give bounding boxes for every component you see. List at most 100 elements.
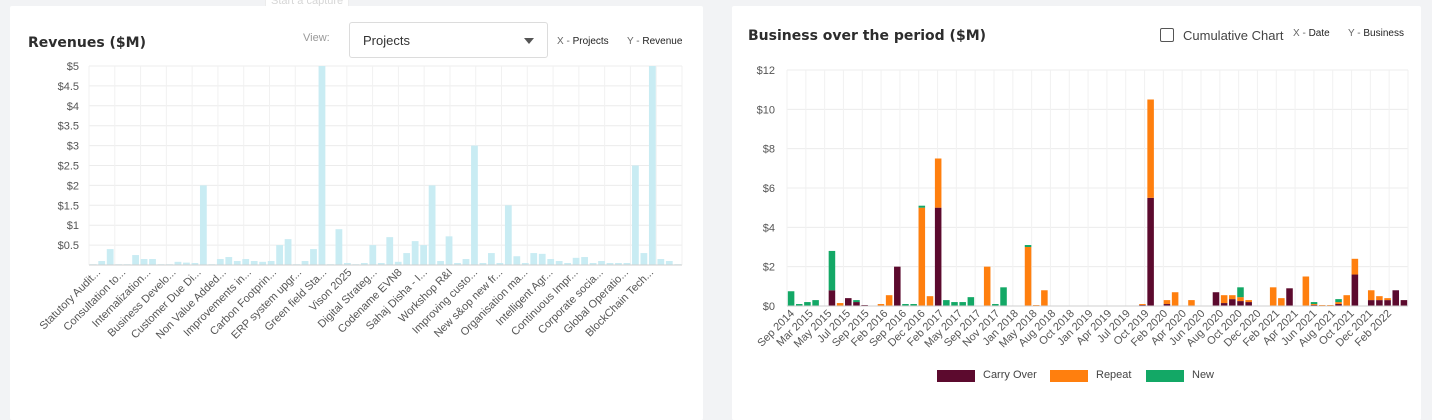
bar-segment[interactable] xyxy=(836,303,844,306)
bar-segment[interactable] xyxy=(1147,99,1154,198)
bar-segment[interactable] xyxy=(1310,304,1318,306)
bar[interactable] xyxy=(648,66,656,265)
bar-segment[interactable] xyxy=(1237,287,1244,298)
bar-segment[interactable] xyxy=(1269,287,1277,306)
bar-segment[interactable] xyxy=(1237,297,1244,302)
bar-segment[interactable] xyxy=(918,207,926,306)
bar-segment[interactable] xyxy=(804,302,811,306)
bar-segment[interactable] xyxy=(828,290,836,306)
bar-segment[interactable] xyxy=(910,304,917,306)
bar-segment[interactable] xyxy=(828,250,836,291)
bar[interactable] xyxy=(183,262,190,265)
bar[interactable] xyxy=(174,261,182,265)
bar[interactable] xyxy=(428,185,436,265)
bar-segment[interactable] xyxy=(853,302,860,306)
bar-segment[interactable] xyxy=(1278,298,1285,306)
bar-segment[interactable] xyxy=(1335,299,1342,303)
bar[interactable] xyxy=(538,253,546,265)
bar-segment[interactable] xyxy=(1147,197,1154,306)
bar-segment[interactable] xyxy=(1376,296,1383,301)
bar-segment[interactable] xyxy=(1376,300,1383,306)
bar[interactable] xyxy=(632,165,639,266)
cumulative-checkbox-label[interactable]: Cumulative Chart xyxy=(1183,28,1284,43)
bar[interactable] xyxy=(310,249,317,265)
bar-segment[interactable] xyxy=(845,298,852,306)
bar-segment[interactable] xyxy=(1335,304,1342,306)
bar[interactable] xyxy=(564,263,572,265)
bar-segment[interactable] xyxy=(1220,303,1228,306)
bar-segment[interactable] xyxy=(967,297,975,306)
bar[interactable] xyxy=(521,263,529,265)
bar[interactable] xyxy=(343,263,351,265)
bar[interactable] xyxy=(199,185,207,265)
bar[interactable] xyxy=(462,259,470,265)
bar-segment[interactable] xyxy=(1335,302,1342,305)
bar[interactable] xyxy=(98,261,106,265)
bar[interactable] xyxy=(572,257,580,265)
bar[interactable] xyxy=(106,249,114,265)
bar[interactable] xyxy=(479,263,487,265)
bar[interactable] xyxy=(504,205,512,265)
bar[interactable] xyxy=(606,263,614,265)
bar[interactable] xyxy=(454,263,461,265)
bar[interactable] xyxy=(132,255,139,265)
bar-segment[interactable] xyxy=(934,158,942,208)
bar-segment[interactable] xyxy=(1024,247,1032,306)
bar[interactable] xyxy=(445,236,453,265)
bar-segment[interactable] xyxy=(934,207,942,306)
bar[interactable] xyxy=(530,253,538,265)
bar-segment[interactable] xyxy=(1400,300,1408,306)
bar-segment[interactable] xyxy=(1245,302,1252,306)
bar[interactable] xyxy=(360,263,368,265)
bar[interactable] xyxy=(513,256,521,265)
bar-segment[interactable] xyxy=(1351,274,1359,306)
bar-segment[interactable] xyxy=(1351,258,1359,275)
bar[interactable] xyxy=(233,261,241,265)
bar-segment[interactable] xyxy=(877,304,885,306)
bar[interactable] xyxy=(369,245,377,265)
bar-segment[interactable] xyxy=(1212,292,1220,306)
bar[interactable] xyxy=(267,261,275,265)
bar[interactable] xyxy=(149,259,156,265)
bar-segment[interactable] xyxy=(894,266,901,306)
bar[interactable] xyxy=(471,145,478,265)
bar[interactable] xyxy=(335,229,343,265)
bar-segment[interactable] xyxy=(1302,276,1310,307)
bar-segment[interactable] xyxy=(812,300,819,306)
bar[interactable] xyxy=(615,263,622,265)
bar-segment[interactable] xyxy=(1000,287,1007,306)
bar-segment[interactable] xyxy=(1384,300,1391,306)
bar-segment[interactable] xyxy=(918,205,926,208)
bar[interactable] xyxy=(225,257,233,265)
bar[interactable] xyxy=(589,263,597,265)
bar[interactable] xyxy=(284,239,292,265)
bar[interactable] xyxy=(555,261,563,265)
bar-segment[interactable] xyxy=(951,302,958,306)
view-dropdown[interactable]: Projects xyxy=(349,22,548,58)
bar-segment[interactable] xyxy=(1139,304,1146,306)
bar[interactable] xyxy=(598,261,605,265)
bar-segment[interactable] xyxy=(1171,292,1179,306)
bar[interactable] xyxy=(140,259,148,265)
bar-segment[interactable] xyxy=(959,302,966,306)
bar[interactable] xyxy=(250,261,258,265)
bar-segment[interactable] xyxy=(926,296,934,306)
bar[interactable] xyxy=(242,259,250,265)
bar-segment[interactable] xyxy=(902,304,909,306)
bar-segment[interactable] xyxy=(885,295,893,306)
bar[interactable] xyxy=(581,257,588,265)
bar-segment[interactable] xyxy=(1229,299,1236,306)
bar-segment[interactable] xyxy=(1163,304,1171,306)
bar-segment[interactable] xyxy=(1237,301,1244,306)
bar-segment[interactable] xyxy=(1024,245,1032,247)
bar-segment[interactable] xyxy=(1041,290,1048,306)
bar-segment[interactable] xyxy=(1367,300,1375,306)
bar-segment[interactable] xyxy=(787,291,795,306)
bar[interactable] xyxy=(547,259,555,265)
bar-segment[interactable] xyxy=(1286,288,1293,306)
bar[interactable] xyxy=(411,241,419,265)
bar[interactable] xyxy=(377,263,385,265)
bar[interactable] xyxy=(259,261,267,265)
bar[interactable] xyxy=(216,259,224,265)
bar-segment[interactable] xyxy=(795,304,803,306)
